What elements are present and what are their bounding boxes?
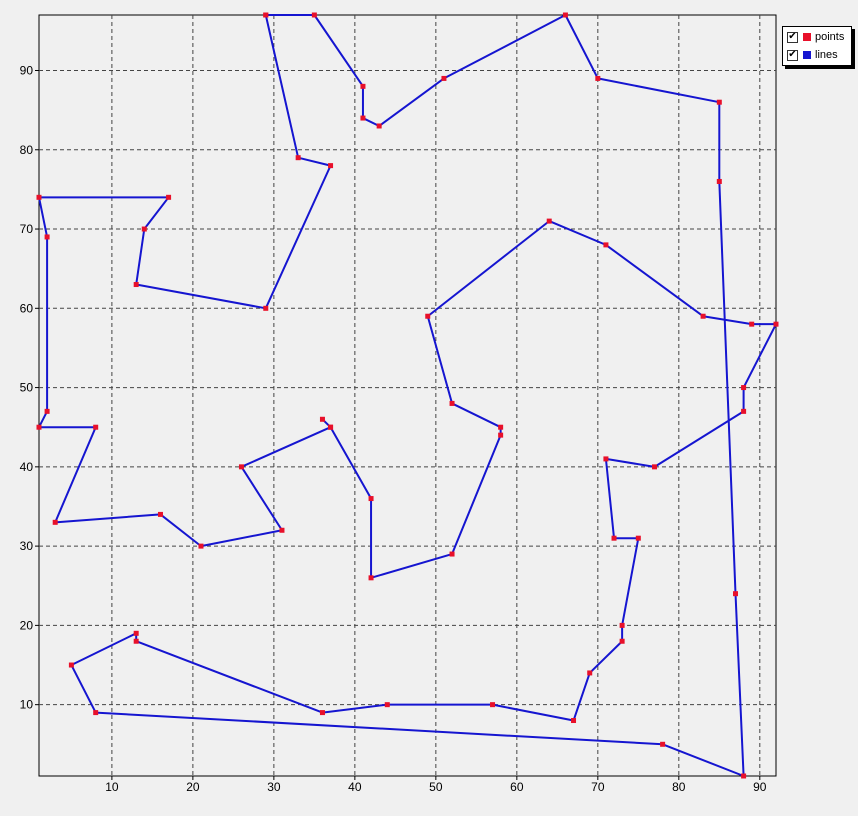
data-point <box>384 702 390 708</box>
points-swatch <box>803 33 811 41</box>
data-point <box>652 464 658 470</box>
x-tick-label: 80 <box>672 780 686 794</box>
y-tick-label: 20 <box>20 618 34 632</box>
data-point <box>319 416 325 422</box>
series-lines <box>38 14 777 777</box>
data-point <box>603 242 609 248</box>
data-point <box>595 75 601 81</box>
data-point <box>295 155 301 161</box>
y-tick-label: 10 <box>20 698 34 712</box>
data-point <box>741 385 747 391</box>
data-point <box>376 123 382 129</box>
series-line <box>38 14 777 777</box>
data-point <box>279 527 285 533</box>
data-point <box>141 226 147 232</box>
grid <box>39 15 776 776</box>
data-point <box>603 456 609 462</box>
data-point <box>425 313 431 319</box>
data-point <box>368 575 374 581</box>
legend-item-lines[interactable]: ✔ lines <box>787 47 838 63</box>
lines-swatch <box>803 51 811 59</box>
x-axis-ticks: 10 20 30 40 50 60 70 80 90 <box>105 776 767 794</box>
data-point <box>36 424 42 430</box>
data-point <box>660 741 666 747</box>
data-point <box>741 773 747 779</box>
data-point <box>449 400 455 406</box>
y-tick-label: 40 <box>20 460 34 474</box>
data-point <box>263 305 269 311</box>
x-tick-label: 30 <box>267 780 281 794</box>
data-point <box>133 630 139 636</box>
data-point <box>741 408 747 414</box>
data-point <box>198 543 204 549</box>
points-checkbox[interactable]: ✔ <box>787 31 798 43</box>
data-point <box>441 75 447 81</box>
data-point <box>157 511 163 517</box>
data-point <box>311 12 317 18</box>
data-point <box>587 670 593 676</box>
x-tick-label: 40 <box>348 780 362 794</box>
data-point <box>360 115 366 121</box>
data-point <box>368 496 374 502</box>
data-point <box>52 519 58 525</box>
x-tick-label: 60 <box>510 780 524 794</box>
data-point <box>449 551 455 557</box>
data-point <box>700 313 706 319</box>
y-axis-ticks: 10 20 30 40 50 60 70 80 90 <box>20 63 39 712</box>
y-tick-label: 70 <box>20 222 34 236</box>
data-point <box>749 321 755 327</box>
plot-area <box>38 14 777 777</box>
series-points <box>36 12 779 779</box>
data-point <box>498 432 504 438</box>
y-tick-label: 50 <box>20 381 34 395</box>
data-point <box>562 12 568 18</box>
data-point <box>319 710 325 716</box>
data-point <box>166 194 172 200</box>
data-point <box>133 282 139 288</box>
data-point <box>360 83 366 89</box>
data-point <box>328 424 334 430</box>
data-point <box>490 702 496 708</box>
data-point <box>773 321 779 327</box>
legend-item-points[interactable]: ✔ points <box>787 29 844 45</box>
x-tick-label: 90 <box>753 780 767 794</box>
data-point <box>133 638 139 644</box>
data-point <box>93 424 99 430</box>
data-point <box>716 99 722 105</box>
x-tick-label: 50 <box>429 780 443 794</box>
data-point <box>44 234 50 240</box>
x-tick-label: 10 <box>105 780 119 794</box>
data-point <box>611 535 617 541</box>
data-point <box>328 163 334 169</box>
data-point <box>635 535 641 541</box>
y-tick-label: 60 <box>20 301 34 315</box>
y-tick-label: 80 <box>20 143 34 157</box>
data-point <box>93 710 99 716</box>
data-point <box>68 662 74 668</box>
y-tick-label: 90 <box>20 63 34 77</box>
data-point <box>498 424 504 430</box>
data-point <box>263 12 269 18</box>
data-point <box>571 718 577 724</box>
data-point <box>619 638 625 644</box>
data-point <box>36 194 42 200</box>
data-point <box>733 591 739 597</box>
data-point <box>619 622 625 628</box>
y-tick-label: 30 <box>20 539 34 553</box>
data-point <box>546 218 552 224</box>
lines-checkbox[interactable]: ✔ <box>787 49 798 61</box>
data-point <box>716 178 722 184</box>
lines-label: lines <box>815 49 838 61</box>
x-tick-label: 20 <box>186 780 200 794</box>
data-point <box>44 408 50 414</box>
data-point <box>238 464 244 470</box>
legend: ✔ points ✔ lines <box>782 26 852 66</box>
x-tick-label: 70 <box>591 780 605 794</box>
points-label: points <box>815 31 845 43</box>
